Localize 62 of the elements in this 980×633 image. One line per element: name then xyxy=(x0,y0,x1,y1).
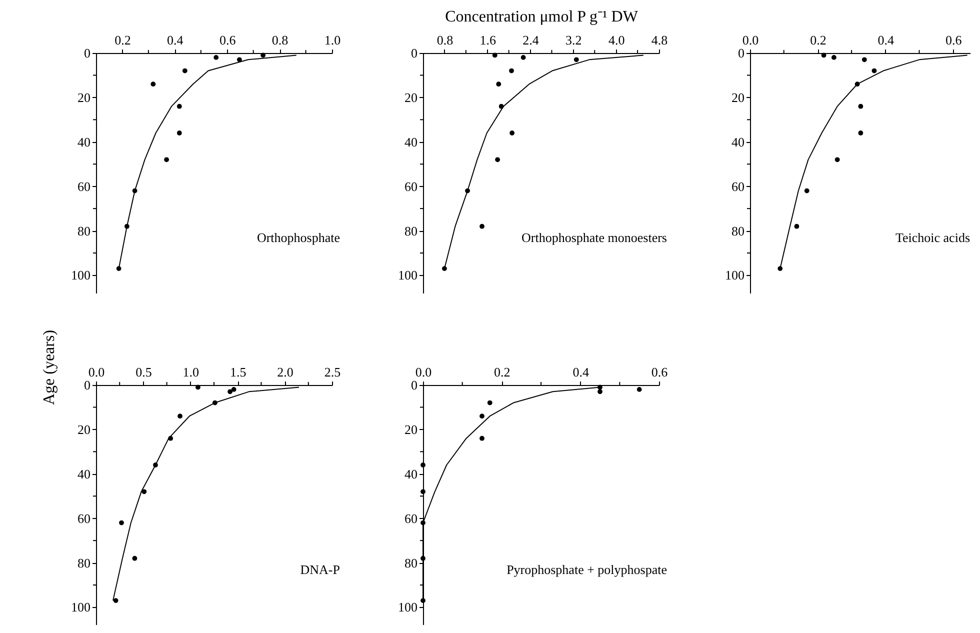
x-axis-title: Concentration μmol P g⁻¹ DW xyxy=(445,8,639,26)
y-tick-label: 20 xyxy=(78,90,90,105)
y-tick-label: 80 xyxy=(78,223,90,238)
y-axis-title: Age (years) xyxy=(41,330,58,406)
y-tick-label: 40 xyxy=(404,466,418,482)
y-tick-label: 80 xyxy=(404,555,418,570)
annotation: DNA-P xyxy=(300,562,340,577)
x-tick-label: 4.0 xyxy=(608,32,625,48)
y-tick-label: 100 xyxy=(398,600,418,615)
x-tick-label: 0.0 xyxy=(415,364,432,380)
y-tick-label: 0 xyxy=(84,378,90,392)
x-tick-label: 0.0 xyxy=(742,32,759,48)
y-tick-label: 0 xyxy=(84,46,90,60)
x-tick-label: 0.5 xyxy=(136,364,152,380)
annotation: Orthophosphate monoesters xyxy=(521,230,667,245)
x-tick-label: 0.8 xyxy=(436,32,454,48)
y-tick-label: 40 xyxy=(78,134,90,150)
x-tick-label: 0.4 xyxy=(572,364,590,380)
y-tick-label: 100 xyxy=(71,600,90,615)
x-tick-label: 2.0 xyxy=(277,364,294,380)
y-tick-label: 0 xyxy=(738,46,744,60)
y-tick-label: 80 xyxy=(732,223,744,238)
x-tick-label: 2.5 xyxy=(324,364,341,380)
x-tick-label: 0.0 xyxy=(88,364,105,380)
x-tick-label: 0.2 xyxy=(114,32,131,48)
y-tick-label: 80 xyxy=(78,555,90,570)
x-tick-label: 0.2 xyxy=(494,364,510,380)
y-tick-label: 100 xyxy=(71,268,90,283)
x-tick-label: 0.4 xyxy=(878,32,895,48)
x-tick-label: 1.5 xyxy=(230,364,246,380)
y-tick-label: 80 xyxy=(404,223,418,238)
y-tick-label: 40 xyxy=(404,134,418,150)
y-tick-label: 100 xyxy=(398,268,418,283)
y-tick-label: 40 xyxy=(732,134,744,150)
x-tick-label: 1.0 xyxy=(182,364,200,380)
y-tick-label: 20 xyxy=(78,422,90,437)
y-tick-label: 60 xyxy=(404,178,418,194)
x-tick-label: 0.4 xyxy=(167,32,184,48)
y-tick-label: 100 xyxy=(725,268,744,283)
y-tick-label: 20 xyxy=(404,422,418,437)
y-tick-label: 60 xyxy=(78,510,90,526)
annotation: Orthophosphate xyxy=(256,230,340,245)
y-tick-label: 20 xyxy=(732,90,744,105)
x-tick-label: 1.0 xyxy=(324,32,341,48)
annotation: Pyrophosphate + polyphospate xyxy=(506,562,668,577)
y-tick-label: 60 xyxy=(78,178,90,194)
x-tick-label: 1.6 xyxy=(480,32,496,48)
x-tick-label: 4.8 xyxy=(651,32,668,48)
x-tick-label: 0.6 xyxy=(945,32,962,48)
x-tick-label: 0.8 xyxy=(272,32,288,48)
x-tick-label: 2.4 xyxy=(522,32,540,48)
x-tick-label: 3.2 xyxy=(566,32,582,48)
x-tick-label: 0.6 xyxy=(219,32,236,48)
y-tick-label: 0 xyxy=(411,46,418,60)
x-tick-label: 0.6 xyxy=(651,364,668,380)
y-tick-label: 60 xyxy=(732,178,744,194)
y-tick-label: 40 xyxy=(78,466,90,482)
x-tick-label: 0.2 xyxy=(810,32,826,48)
y-tick-label: 60 xyxy=(404,510,418,526)
annotation: Teichoic acids xyxy=(895,230,970,245)
y-tick-label: 20 xyxy=(404,90,418,105)
y-tick-label: 0 xyxy=(411,378,418,392)
